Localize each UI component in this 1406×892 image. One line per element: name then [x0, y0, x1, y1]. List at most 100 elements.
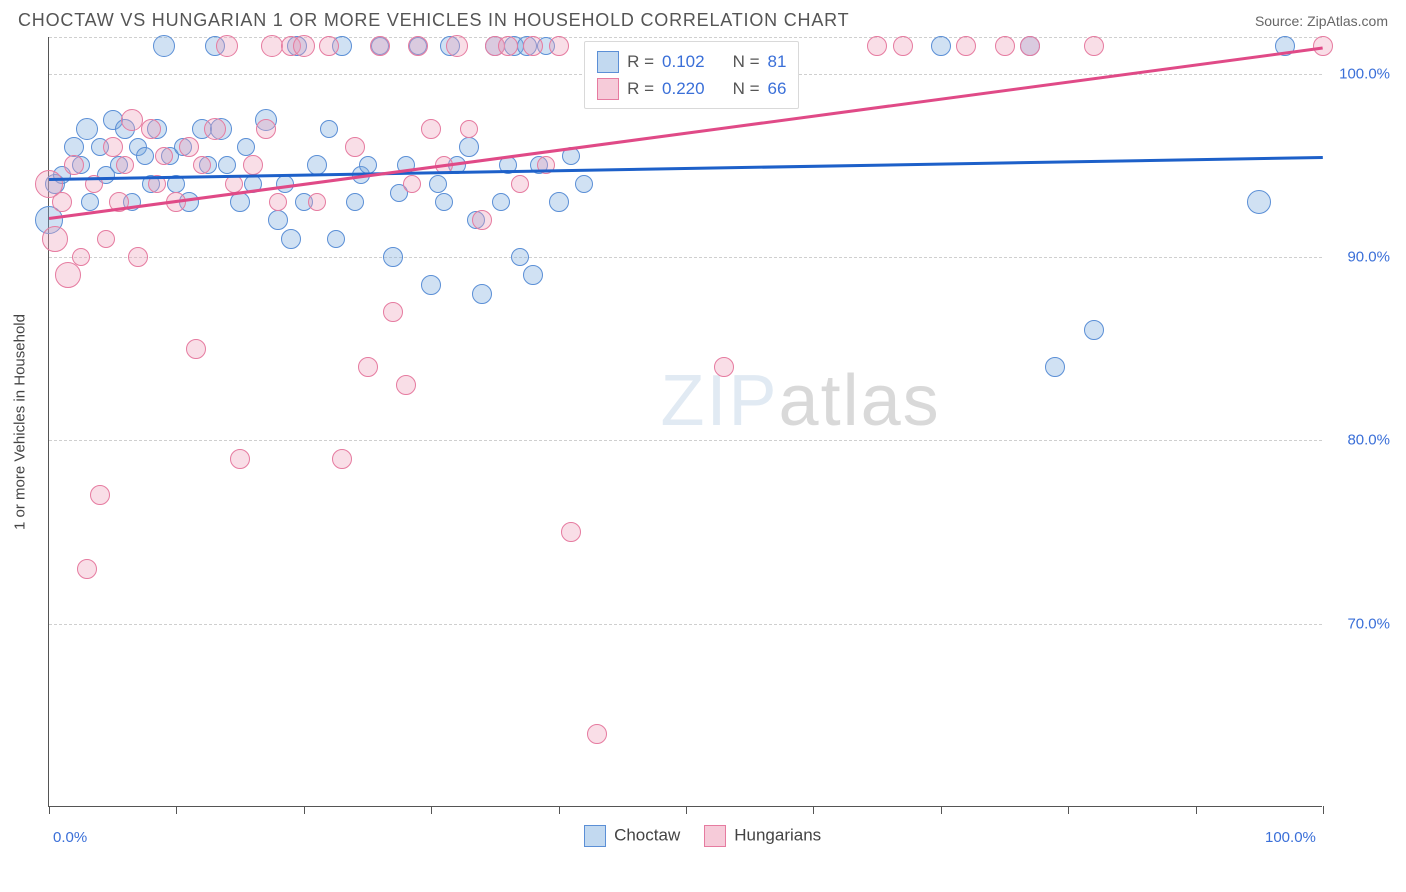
point-hungarian: [1313, 36, 1333, 56]
point-hungarian: [90, 485, 110, 505]
point-hungarian: [587, 724, 607, 744]
point-hungarian: [269, 193, 287, 211]
legend-swatch: [597, 78, 619, 100]
point-hungarian: [103, 137, 123, 157]
point-hungarian: [55, 262, 81, 288]
point-choctaw: [268, 210, 288, 230]
point-hungarian: [261, 35, 283, 57]
point-hungarian: [243, 155, 263, 175]
point-hungarian: [561, 522, 581, 542]
point-choctaw: [492, 193, 510, 211]
point-choctaw: [218, 156, 236, 174]
point-choctaw: [153, 35, 175, 57]
y-tick-label: 80.0%: [1347, 432, 1390, 449]
point-hungarian: [498, 36, 518, 56]
point-hungarian: [472, 210, 492, 230]
point-hungarian: [867, 36, 887, 56]
legend-swatch: [584, 825, 606, 847]
point-hungarian: [956, 36, 976, 56]
r-value: 0.102: [662, 48, 705, 75]
legend-swatch: [704, 825, 726, 847]
point-choctaw: [429, 175, 447, 193]
chart-area: 1 or more Vehicles in Household ZIPatlas…: [48, 37, 1406, 807]
chart-header: CHOCTAW VS HUNGARIAN 1 OR MORE VEHICLES …: [0, 0, 1406, 37]
point-hungarian: [332, 449, 352, 469]
point-hungarian: [230, 449, 250, 469]
x-tick: [941, 806, 942, 814]
point-hungarian: [52, 192, 72, 212]
trendline-choctaw: [49, 156, 1323, 181]
point-choctaw: [281, 229, 301, 249]
gridline-h: [49, 257, 1322, 258]
stats-legend: R =0.102N =81R =0.220N =66: [584, 41, 799, 109]
x-tick: [304, 806, 305, 814]
point-hungarian: [116, 156, 134, 174]
point-hungarian: [396, 375, 416, 395]
gridline-h: [49, 440, 1322, 441]
legend-item: Choctaw: [584, 825, 680, 847]
y-tick-label: 90.0%: [1347, 249, 1390, 266]
point-hungarian: [383, 302, 403, 322]
point-choctaw: [1084, 320, 1104, 340]
point-choctaw: [1045, 357, 1065, 377]
n-label: N =: [733, 75, 760, 102]
point-hungarian: [293, 35, 315, 57]
watermark-atlas: atlas: [779, 361, 941, 441]
legend-swatch: [597, 51, 619, 73]
point-hungarian: [1020, 36, 1040, 56]
point-choctaw: [64, 137, 84, 157]
point-hungarian: [121, 109, 143, 131]
point-hungarian: [511, 175, 529, 193]
point-hungarian: [358, 357, 378, 377]
point-choctaw: [327, 230, 345, 248]
point-choctaw: [81, 193, 99, 211]
point-choctaw: [76, 118, 98, 140]
point-choctaw: [511, 248, 529, 266]
y-axis-label: 1 or more Vehicles in Household: [12, 314, 29, 530]
x-axis-label: 0.0%: [53, 829, 87, 846]
x-tick: [813, 806, 814, 814]
gridline-h: [49, 37, 1322, 38]
point-hungarian: [446, 35, 468, 57]
legend-item: Hungarians: [704, 825, 821, 847]
series-legend: Choctaw Hungarians: [584, 825, 821, 847]
x-tick: [686, 806, 687, 814]
point-hungarian: [216, 35, 238, 57]
r-label: R =: [627, 48, 654, 75]
point-choctaw: [237, 138, 255, 156]
point-hungarian: [995, 36, 1015, 56]
n-value: 66: [768, 75, 787, 102]
point-hungarian: [549, 36, 569, 56]
source-label: Source: ZipAtlas.com: [1255, 13, 1388, 29]
point-hungarian: [72, 248, 90, 266]
point-hungarian: [523, 36, 543, 56]
point-hungarian: [460, 120, 478, 138]
n-label: N =: [733, 48, 760, 75]
point-hungarian: [186, 339, 206, 359]
point-hungarian: [319, 36, 339, 56]
x-tick: [176, 806, 177, 814]
x-tick: [49, 806, 50, 814]
point-hungarian: [421, 119, 441, 139]
watermark: ZIPatlas: [661, 360, 941, 442]
stats-legend-row: R = 0.102 N = 81: [597, 48, 786, 75]
point-choctaw: [383, 247, 403, 267]
point-hungarian: [141, 119, 161, 139]
point-hungarian: [308, 193, 326, 211]
gridline-h: [49, 624, 1322, 625]
point-hungarian: [256, 119, 276, 139]
point-hungarian: [714, 357, 734, 377]
n-value: 81: [768, 48, 787, 75]
point-choctaw: [346, 193, 364, 211]
point-choctaw: [136, 147, 154, 165]
point-choctaw: [421, 275, 441, 295]
legend-label: Choctaw: [614, 825, 680, 844]
y-tick-label: 70.0%: [1347, 615, 1390, 632]
point-choctaw: [472, 284, 492, 304]
point-hungarian: [193, 156, 211, 174]
point-hungarian: [204, 118, 226, 140]
point-hungarian: [403, 175, 421, 193]
chart-title: CHOCTAW VS HUNGARIAN 1 OR MORE VEHICLES …: [18, 10, 849, 31]
x-tick: [1323, 806, 1324, 814]
point-choctaw: [931, 36, 951, 56]
